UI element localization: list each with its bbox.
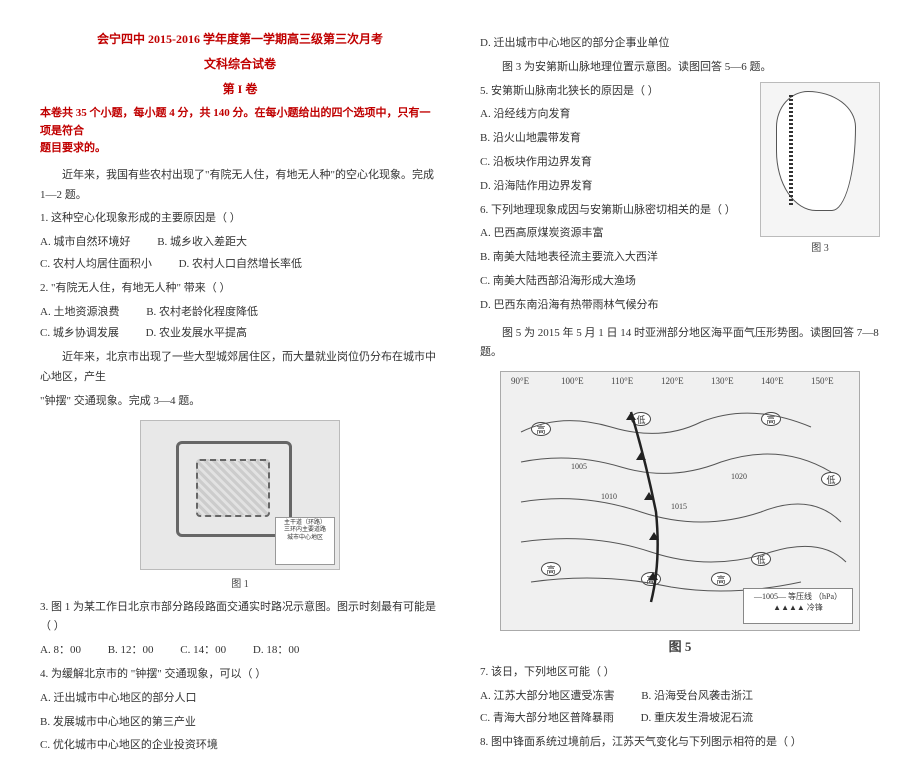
q1-opt-a: A. 城市自然环境好 [40,233,130,253]
figure-3-wrap: 图 3 [760,82,880,254]
question-7-options-row-1: A. 江苏大部分地区遭受冻害 B. 沿海受台风袭击浙江 [480,687,880,707]
passage-4: 图 5 为 2015 年 5 月 1 日 14 时亚洲部分地区海平面气压形势图。… [480,324,880,364]
q4-opt-a: A. 迁出城市中心地区的部分人口 [40,689,440,709]
q7-opt-c: C. 青海大部分地区普降暴雨 [480,709,614,729]
figure-5-caption: 图 5 [480,636,880,655]
q1-opt-b: B. 城乡收入差距大 [157,233,247,253]
andes-ridge [789,95,793,205]
figure-1-wrap: 主干道（环路） 三环内主要道路 城市中心地区 图 1 [40,420,440,590]
q3-opt-b: B. 12：00 [108,641,154,661]
q7-opt-b: B. 沿海受台风袭击浙江 [641,687,753,707]
figure-5-legend: —1005— 等压线 （hPa） ▲▲▲▲ 冷锋 [743,588,853,624]
question-7: 7. 该日，下列地区可能（ ） [480,663,880,683]
q2-opt-b: B. 农村老龄化程度降低 [146,303,258,323]
passage-2-line-2: "钟摆" 交通现象。完成 3—4 题。 [40,392,440,412]
q2-opt-c: C. 城乡协调发展 [40,324,119,344]
exam-title-1: 会宁四中 2015-2016 学年度第一学期高三级第三次月考 [40,30,440,47]
q4-opt-b: B. 发展城市中心地区的第三产业 [40,713,440,733]
figure-5-wrap: 90°E 100°E 110°E 120°E 130°E 140°E 150°E… [480,371,880,655]
question-3-options: A. 8：00 B. 12：00 C. 14：00 D. 18：00 [40,641,440,661]
figure-5-pressure-map: 90°E 100°E 110°E 120°E 130°E 140°E 150°E… [500,371,860,631]
q4-opt-c: C. 优化城市中心地区的企业投资环境 [40,736,440,756]
instruction-line-2: 题目要求的。 [40,142,106,154]
legend-iso: —1005— 等压线 [754,592,812,601]
question-1-options-row-2: C. 农村人均居住面积小 D. 农村人口自然增长率低 [40,255,440,275]
figure-3-caption: 图 3 [760,239,880,254]
right-column: D. 迁出城市中心地区的部分企事业单位 图 3 为安第斯山脉地理位置示意图。读图… [480,30,880,760]
q6-opt-c: C. 南美大陆西部沿海形成大渔场 [480,272,880,292]
question-7-options-row-2: C. 青海大部分地区普降暴雨 D. 重庆发生滑坡泥石流 [480,709,880,729]
question-3: 3. 图 1 为某工作日北京市部分路段路面交通实时路况示意图。图示时刻最有可能是… [40,598,440,638]
q2-opt-a: A. 土地资源浪费 [40,303,119,323]
exam-title-2: 文科综合试卷 [40,55,440,72]
q6-opt-d: D. 巴西东南沿海有热带雨林气候分布 [480,296,880,316]
question-1-options-row-1: A. 城市自然环境好 B. 城乡收入差距大 [40,233,440,253]
question-4: 4. 为缓解北京市的 "钟摆" 交通现象，可以（ ） [40,665,440,685]
question-2: 2. "有院无人住，有地无人种" 带来（ ） [40,279,440,299]
fig1-legend-2: 三环内主要道路 [278,527,332,535]
figure-1-caption: 图 1 [40,575,440,590]
q3-opt-c: C. 14：00 [180,641,226,661]
q7-opt-d: D. 重庆发生滑坡泥石流 [641,709,753,729]
q7-opt-a: A. 江苏大部分地区遭受冻害 [480,687,614,707]
figure-1-legend: 主干道（环路） 三环内主要道路 城市中心地区 [275,517,335,565]
q1-opt-d: D. 农村人口自然增长率低 [179,255,302,275]
q3-opt-d: D. 18：00 [253,641,299,661]
q1-opt-c: C. 农村人均居住面积小 [40,255,152,275]
passage-1: 近年来，我国有些农村出现了"有院无人住，有地无人种"的空心化现象。完成 1—2 … [40,166,440,206]
exam-section: 第 I 卷 [40,80,440,97]
passage-3: 图 3 为安第斯山脉地理位置示意图。读图回答 5—6 题。 [480,58,880,78]
q2-opt-d: D. 农业发展水平提高 [146,324,247,344]
q3-opt-a: A. 8：00 [40,641,81,661]
figure-1-ring-roads: 主干道（环路） 三环内主要道路 城市中心地区 [140,420,340,570]
figure-3-south-america [760,82,880,237]
legend-front: ▲▲▲▲ 冷锋 [748,602,848,613]
instruction-line-1: 本卷共 35 个小题，每小题 4 分，共 140 分。在每小题给出的四个选项中，… [40,107,431,137]
instruction: 本卷共 35 个小题，每小题 4 分，共 140 分。在每小题给出的四个选项中，… [40,105,440,158]
legend-unit: （hPa） [814,592,842,601]
sa-outline [776,91,856,211]
passage-2-line-1: 近年来，北京市出现了一些大型城郊居住区，而大量就业岗位仍分布在城市中心地区，产生 [40,348,440,388]
fig1-legend-3: 城市中心地区 [278,535,332,543]
question-8: 8. 图中锋面系统过境前后，江苏天气变化与下列图示相符的是（ ） [480,733,880,753]
question-2-options-row-1: A. 土地资源浪费 B. 农村老龄化程度降低 [40,303,440,323]
q4-opt-d: D. 迁出城市中心地区的部分企事业单位 [480,34,880,54]
question-1: 1. 这种空心化现象形成的主要原因是（ ） [40,209,440,229]
question-2-options-row-2: C. 城乡协调发展 D. 农业发展水平提高 [40,324,440,344]
left-column: 会宁四中 2015-2016 学年度第一学期高三级第三次月考 文科综合试卷 第 … [40,30,440,760]
